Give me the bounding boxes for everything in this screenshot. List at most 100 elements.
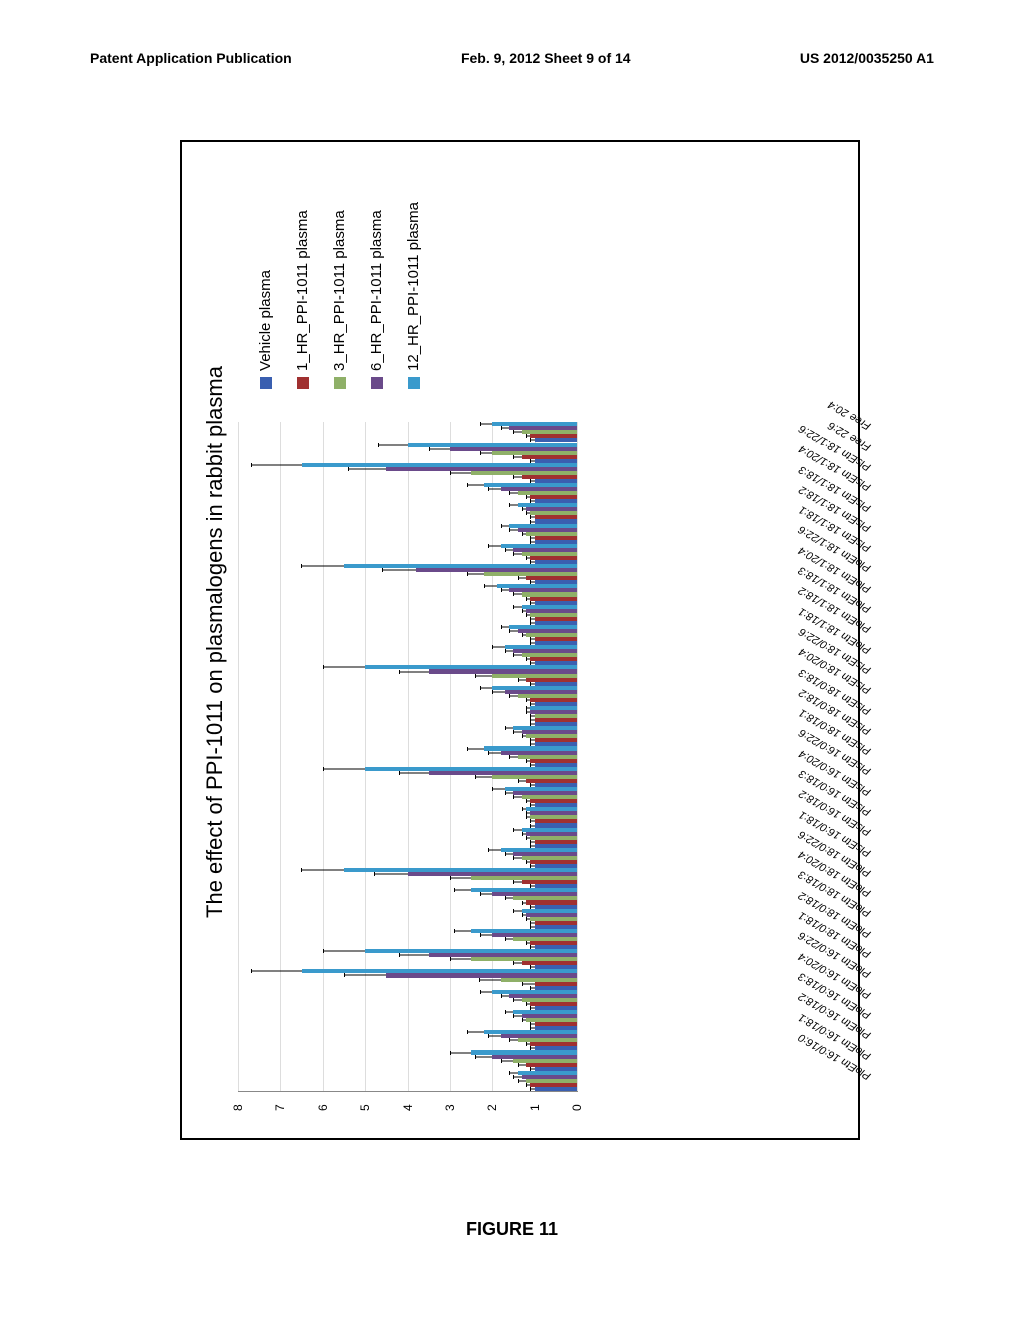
- bar: [501, 978, 577, 982]
- error-bar: [344, 974, 387, 978]
- bar: [530, 799, 577, 803]
- bar: [535, 718, 577, 722]
- error-bar: [526, 815, 530, 819]
- error-bar: [518, 779, 527, 783]
- x-axis-label: PloEtn 18:0/18:1: [862, 950, 1012, 970]
- error-bar: [526, 799, 530, 803]
- bar: [505, 787, 577, 791]
- error-bar: [530, 803, 534, 807]
- bar: [386, 467, 577, 471]
- bar: [530, 836, 577, 840]
- error-bar: [492, 787, 505, 791]
- error-bar: [501, 1059, 514, 1063]
- bar: [522, 1014, 577, 1018]
- bar: [535, 1006, 577, 1010]
- error-bar: [399, 953, 429, 957]
- bar: [526, 913, 577, 917]
- error-bar: [522, 633, 526, 637]
- y-tick-label: 6: [316, 1104, 330, 1111]
- bar: [526, 576, 577, 580]
- bar: [526, 507, 577, 511]
- error-bar: [530, 515, 534, 519]
- error-bar: [526, 613, 530, 617]
- bar: [501, 1034, 577, 1038]
- chart-title: The effect of PPI-1011 on plasmalogens i…: [182, 142, 228, 1142]
- bar: [526, 901, 577, 905]
- bar: [501, 487, 577, 491]
- bar: [530, 759, 577, 763]
- error-bar: [526, 698, 530, 702]
- bar: [522, 653, 577, 657]
- bar-group: [238, 422, 577, 442]
- legend-label: Vehicle plasma: [257, 270, 274, 371]
- error-bar: [501, 588, 510, 592]
- figure-label: FIGURE 11: [0, 1219, 1024, 1240]
- bar: [522, 455, 577, 459]
- x-axis-labels: PloEtn 16:0/16:0PloEtn 16:0/18:1PloEtn 1…: [862, 422, 1012, 1092]
- error-bar: [522, 832, 526, 836]
- error-bar: [488, 1034, 501, 1038]
- bar-group: [238, 443, 577, 463]
- error-bar: [530, 864, 534, 868]
- bar: [509, 426, 577, 430]
- bar: [535, 986, 577, 990]
- error-bar: [530, 819, 534, 823]
- x-axis-label: PloEtn 18:1/18:3: [862, 605, 1012, 625]
- legend-swatch: [334, 377, 346, 389]
- x-axis-label: PloEtn 18:0/20:4: [862, 889, 1012, 909]
- error-bar: [522, 734, 526, 738]
- error-bar: [505, 649, 514, 653]
- error-bar: [518, 576, 527, 580]
- bar: [535, 844, 577, 848]
- error-bar: [530, 840, 534, 844]
- error-bar: [530, 714, 534, 718]
- bar-group: [238, 787, 577, 807]
- bar: [530, 811, 577, 815]
- x-axis-label: PloEtn 18:0/18:3: [862, 909, 1012, 929]
- bar: [535, 1026, 577, 1030]
- bar: [535, 661, 577, 665]
- error-bar: [522, 532, 526, 536]
- x-axis-label: Free 20:4: [862, 422, 1012, 442]
- error-bar: [323, 665, 366, 669]
- bar: [501, 848, 577, 852]
- error-bar: [530, 617, 534, 621]
- bars-container: [238, 422, 577, 1091]
- error-bar: [530, 718, 534, 722]
- error-bar: [501, 994, 510, 998]
- error-bar: [505, 896, 514, 900]
- error-bar: [509, 528, 518, 532]
- bar: [535, 819, 577, 823]
- bar: [365, 949, 577, 953]
- error-bar: [450, 1051, 471, 1055]
- error-bar: [488, 544, 501, 548]
- error-bar: [526, 706, 530, 710]
- bar: [535, 763, 577, 767]
- error-bar: [480, 422, 493, 426]
- bar: [513, 1010, 577, 1014]
- bar: [509, 524, 577, 528]
- bar: [484, 1030, 577, 1034]
- bar: [492, 451, 577, 455]
- bar: [416, 568, 577, 572]
- error-bar: [475, 674, 492, 678]
- bar: [522, 1075, 577, 1079]
- error-bar: [301, 868, 344, 872]
- bar: [429, 771, 577, 775]
- error-bar: [513, 430, 522, 434]
- error-bar: [522, 609, 526, 613]
- bar: [530, 511, 577, 515]
- bar: [513, 852, 577, 856]
- error-bar: [530, 945, 534, 949]
- error-bar: [480, 990, 493, 994]
- y-tick-label: 3: [443, 1104, 457, 1111]
- bar-group: [238, 746, 577, 766]
- x-axis-label: PlsEtn 18:0/18:2: [862, 727, 1012, 747]
- error-bar: [513, 880, 522, 884]
- x-axis-label: PloEtn 18:1/20:4: [862, 585, 1012, 605]
- bar: [471, 957, 577, 961]
- error-bar: [505, 1010, 514, 1014]
- bar-group: [238, 483, 577, 503]
- bar: [535, 560, 577, 564]
- header-left: Patent Application Publication: [90, 50, 292, 66]
